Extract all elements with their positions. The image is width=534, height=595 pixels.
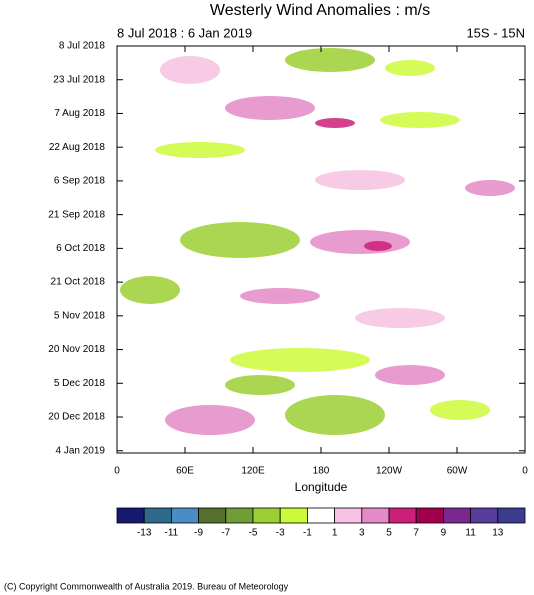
field-patch [285, 395, 385, 435]
colorbar-label: 3 [359, 528, 365, 539]
field-patch [375, 365, 445, 385]
colorbar-box [388, 507, 417, 524]
y-tick-label: 21 Sep 2018 [48, 209, 105, 220]
colorbar-label: -13 [137, 528, 152, 539]
y-tick-label: 20 Dec 2018 [48, 412, 105, 423]
colorbar-label: -5 [249, 528, 258, 539]
colorbar-box [470, 507, 499, 524]
colorbar-label: 13 [492, 528, 504, 539]
colorbar-box [442, 507, 471, 524]
field-patch [315, 118, 355, 128]
y-tick-label: 8 Jul 2018 [59, 41, 106, 52]
colorbar-label: -9 [194, 528, 203, 539]
colorbar-box [143, 507, 172, 524]
field-patch [315, 170, 405, 190]
colorbar-label: 11 [465, 528, 476, 539]
x-tick-label: 60W [447, 466, 468, 477]
field-patch [180, 222, 300, 258]
field-patch [225, 375, 295, 395]
chart-title: Westerly Wind Anomalies : m/s [210, 2, 430, 19]
field-patch [160, 56, 220, 84]
x-axis-label: Longitude [295, 480, 348, 494]
field-patch [364, 241, 392, 251]
field-patch [165, 405, 255, 435]
colorbar-box [415, 507, 444, 524]
colorbar-box [116, 507, 145, 524]
y-tick-label: 21 Oct 2018 [51, 277, 106, 288]
field-patch [465, 180, 515, 196]
colorbar-label: -3 [276, 528, 285, 539]
field-patch [240, 288, 320, 304]
y-tick-label: 6 Sep 2018 [54, 176, 106, 187]
field-patch [230, 348, 370, 372]
subtitle-right: 15S - 15N [466, 25, 525, 40]
field-patch [430, 400, 490, 420]
y-tick-label: 5 Nov 2018 [54, 310, 106, 321]
field-patch [120, 276, 180, 304]
colorbar-box [334, 507, 363, 524]
y-tick-label: 4 Jan 2019 [56, 445, 106, 456]
colorbar-box [361, 507, 390, 524]
colorbar-label: 9 [441, 528, 447, 539]
colorbar-box [252, 507, 281, 524]
copyright: (C) Copyright Commonwealth of Australia … [4, 581, 289, 591]
x-tick-label: 60E [176, 466, 194, 477]
colorbar-box [170, 507, 199, 524]
field-patch [380, 112, 460, 128]
colorbar-box [279, 507, 308, 524]
y-tick-label: 5 Dec 2018 [54, 378, 106, 389]
x-tick-label: 180 [313, 466, 330, 477]
field-patch [225, 96, 315, 120]
colorbar-label: 1 [332, 528, 338, 539]
colorbar-box [225, 507, 254, 524]
x-tick-label: 120E [241, 466, 265, 477]
x-tick-label: 120W [376, 466, 403, 477]
colorbar-label: -1 [303, 528, 312, 539]
field-patch [285, 48, 375, 72]
x-tick-label: 0 [522, 466, 528, 477]
y-tick-label: 23 Jul 2018 [53, 74, 105, 85]
colorbar-box [497, 507, 526, 524]
field-patch [355, 308, 445, 328]
y-tick-label: 6 Oct 2018 [56, 243, 105, 254]
field-patch [385, 60, 435, 76]
y-tick-label: 22 Aug 2018 [49, 142, 106, 153]
y-tick-label: 7 Aug 2018 [54, 108, 105, 119]
colorbar-label: -11 [165, 528, 179, 539]
colorbar-box [306, 507, 335, 524]
colorbar-label: -7 [221, 528, 230, 539]
colorbar-label: 7 [413, 528, 419, 539]
field-patch [155, 142, 245, 158]
x-tick-label: 0 [114, 466, 120, 477]
anomaly-field [120, 48, 515, 435]
colorbar-label: 5 [386, 528, 392, 539]
y-tick-label: 20 Nov 2018 [48, 344, 105, 355]
colorbar-box [198, 507, 227, 524]
subtitle-left: 8 Jul 2018 : 6 Jan 2019 [117, 25, 252, 40]
field-patch [310, 230, 410, 254]
